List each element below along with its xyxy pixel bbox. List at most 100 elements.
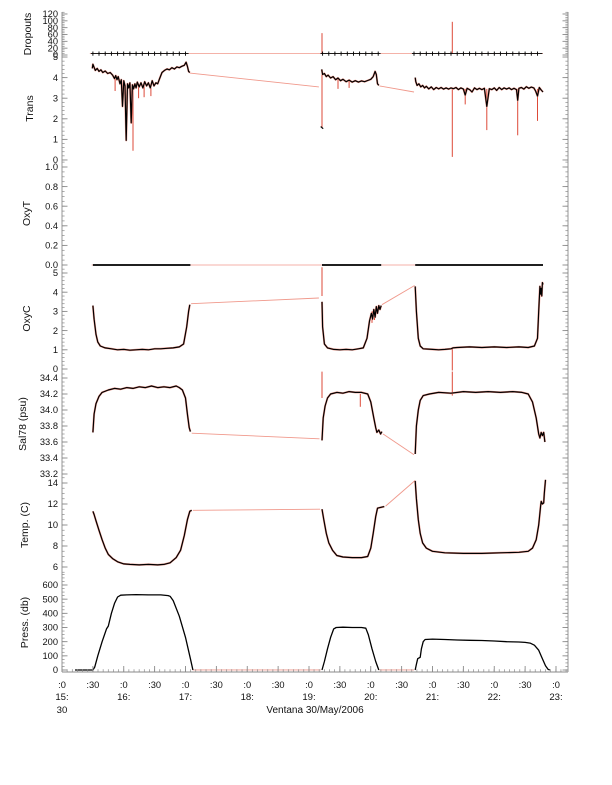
y-tick-label: 33.4 xyxy=(40,453,58,463)
x-tick-minute-label: :0 xyxy=(490,680,498,690)
series-temp xyxy=(91,479,547,566)
series-spike-tip xyxy=(320,126,324,130)
series-dive2 xyxy=(321,69,380,86)
series-bridge-2 xyxy=(379,85,415,93)
y-tick-label: 10 xyxy=(48,520,58,530)
y-axis-oxyt: 0.0 0.2 0.4 0.6 0.8 1.0 xyxy=(45,161,569,270)
panel-title-press: Press. (db) xyxy=(19,597,31,648)
panel-trans: 0 1 2 3 4 5 Trans xyxy=(24,52,569,165)
x-tick-minute-label: :30 xyxy=(148,680,161,690)
y-tick-label: 33.2 xyxy=(40,469,58,479)
y-tick-label: 0 xyxy=(53,665,58,675)
panel-title-dropouts: Dropouts xyxy=(22,13,34,56)
series-bridge-1 xyxy=(191,432,320,440)
panel-title-oxyt: OxyT xyxy=(21,200,33,226)
x-tick-hour-label: 16: xyxy=(117,692,130,703)
panel-temp: 6 8 10 12 14 Temp. (C) xyxy=(19,477,569,573)
series-dive1 xyxy=(92,509,192,566)
y-tick-label: 2 xyxy=(53,114,58,124)
y-tick-label: 5 xyxy=(53,268,58,278)
y-tick-label: 0.8 xyxy=(45,182,58,192)
series-dive2 xyxy=(321,391,383,441)
y-tick-label: 400 xyxy=(42,609,58,619)
x-tick-minute-label: :0 xyxy=(120,680,128,690)
series-bridge-2 xyxy=(381,285,415,306)
panel-title-oxyc: OxyC xyxy=(21,305,33,332)
series-dive3 xyxy=(414,638,551,671)
y-tick-label: 0.2 xyxy=(45,241,58,251)
y-tick-label: 34.0 xyxy=(40,405,58,415)
x-tick-minute-label: :30 xyxy=(272,680,285,690)
y-tick-label: 0.0 xyxy=(45,260,58,270)
x-tick-minute-label: :0 xyxy=(58,680,66,690)
y-tick-label: 500 xyxy=(42,594,58,604)
x-tick-minute-label: :30 xyxy=(86,680,99,690)
series-trans xyxy=(91,61,544,157)
y-tick-label: 5 xyxy=(53,52,58,62)
x-tick-minute-label: :30 xyxy=(457,680,470,690)
y-tick-label: 80 xyxy=(48,23,58,33)
x-tick-hour-label: 23: xyxy=(549,692,562,703)
y-tick-label: 100 xyxy=(42,651,58,661)
series-bridge-1 xyxy=(191,297,319,305)
series-dive3 xyxy=(414,479,547,554)
y-tick-label: 60 xyxy=(48,30,58,40)
series-oxyc xyxy=(91,267,544,371)
series-dive2 xyxy=(321,506,385,559)
y-tick-label: 12 xyxy=(48,499,58,509)
x-tick-minute-label: :0 xyxy=(305,680,313,690)
y-tick-label: 34.2 xyxy=(40,389,58,399)
series-dive3 xyxy=(414,282,544,351)
x-tick-hour-label: 22: xyxy=(488,692,501,703)
y-tick-label: 33.6 xyxy=(40,437,58,447)
y-tick-label: 14 xyxy=(48,478,58,488)
y-tick-label: 0 xyxy=(53,50,58,60)
series-dive1 xyxy=(91,61,191,141)
x-tick-hour-label: 18: xyxy=(241,692,254,703)
y-tick-label: 6 xyxy=(53,562,58,572)
panel-title-temp: Temp. (C) xyxy=(19,502,31,548)
y-tick-label: 200 xyxy=(42,637,58,647)
x-tick-minute-label: :30 xyxy=(210,680,223,690)
series-bridge-1 xyxy=(189,72,319,88)
x-tick-minute-label: :0 xyxy=(367,680,375,690)
y-axis-trans: 0 1 2 3 4 5 xyxy=(53,52,569,165)
series-bridge-2 xyxy=(385,480,416,507)
y-tick-label: 8 xyxy=(53,541,58,551)
y-tick-label: 120 xyxy=(42,9,58,19)
panel-oxyc: 0 1 2 3 4 5 OxyC xyxy=(21,266,569,374)
x-tick-hour-label: 19: xyxy=(302,692,315,703)
y-tick-label: 20 xyxy=(48,43,58,53)
series-dive1 xyxy=(92,304,191,351)
y-axis-press: 0 100 200 300 400 500 600 xyxy=(42,573,569,675)
y-tick-label: 0.6 xyxy=(45,201,58,211)
x-tick-hour-label: 17: xyxy=(179,692,192,703)
series-dive2 xyxy=(321,301,382,351)
y-tick-label: 40 xyxy=(48,37,58,47)
panel-oxyt: 0.0 0.2 0.4 0.6 0.8 1.0 OxyT xyxy=(21,161,569,270)
x-tick-minute-label: :0 xyxy=(182,680,190,690)
y-tick-label: 34.4 xyxy=(40,373,58,383)
x-axis-title: Ventana 30/May/2006 xyxy=(266,705,364,716)
x-tick-minute-label: :30 xyxy=(519,680,532,690)
y-tick-label: 600 xyxy=(42,580,58,590)
series-dive3 xyxy=(414,391,546,455)
y-tick-label: 300 xyxy=(42,623,58,633)
y-tick-label: 1.0 xyxy=(45,162,58,172)
series-dive3 xyxy=(414,77,544,107)
y-tick-label: 3 xyxy=(53,307,58,317)
y-tick-label: 4 xyxy=(53,73,58,83)
series-dive1 xyxy=(75,593,194,671)
x-tick-minute-label: :0 xyxy=(552,680,560,690)
panel-sal78: 33.2 33.4 33.6 33.8 34.0 34.2 34.4 Sal78 (psu) xyxy=(17,371,569,479)
x-tick-minute-label: :0 xyxy=(429,680,437,690)
series-press xyxy=(75,593,551,671)
x-tick-hour-label: 21: xyxy=(426,692,439,703)
y-tick-label: 2 xyxy=(53,326,58,336)
y-tick-label: 0.4 xyxy=(45,221,58,231)
y-tick-label: 33.8 xyxy=(40,421,58,431)
